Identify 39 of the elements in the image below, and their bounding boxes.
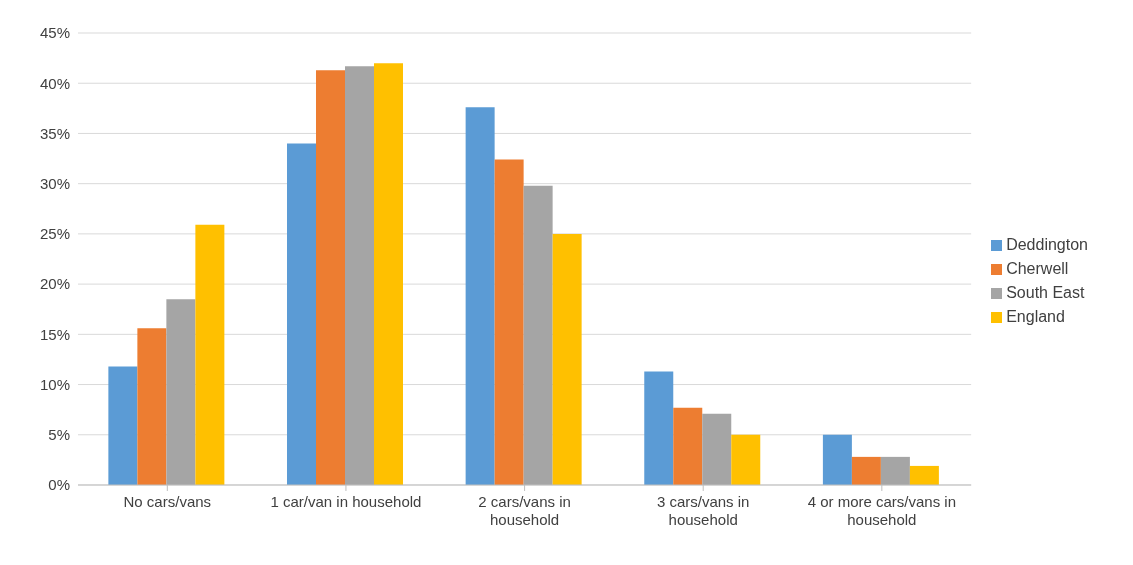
- x-tick-label: 2 cars/vans in household: [478, 493, 571, 528]
- bar: [195, 224, 225, 485]
- bar: [822, 434, 852, 485]
- bar: [374, 63, 403, 485]
- y-tick-label: 20%: [39, 275, 70, 293]
- bar: [465, 107, 495, 485]
- bar: [552, 233, 582, 485]
- y-tick-label: 15%: [39, 325, 70, 343]
- x-tick-label: 1 car/van in household: [270, 493, 422, 510]
- y-tick-label: 10%: [39, 375, 70, 393]
- bar: [851, 456, 881, 485]
- bar: [287, 143, 316, 485]
- bar: [909, 465, 939, 485]
- y-tick-label: 35%: [39, 124, 70, 142]
- y-tick-label: 25%: [39, 225, 70, 243]
- bar: [731, 434, 761, 485]
- bar: [345, 66, 374, 485]
- legend-label: England: [1006, 307, 1065, 325]
- legend-label: South East: [1006, 283, 1085, 301]
- bar: [166, 299, 196, 485]
- bar: [108, 366, 138, 485]
- y-tick-label: 30%: [39, 174, 70, 192]
- x-tick-label: No cars/vans: [123, 493, 212, 510]
- bar: [494, 159, 524, 485]
- bar: [702, 413, 732, 485]
- x-tick-label: 4 or more cars/vans in household: [807, 493, 957, 528]
- bar: [880, 456, 910, 485]
- y-tick-label: 5%: [48, 426, 70, 444]
- y-tick-label: 45%: [39, 24, 70, 42]
- legend-label: Cherwell: [1006, 259, 1069, 277]
- y-tick-label: 40%: [39, 74, 70, 92]
- bar: [137, 328, 167, 485]
- bar: [316, 70, 345, 485]
- bar: [644, 371, 674, 485]
- legend-label: Deddington: [1006, 235, 1088, 253]
- y-tick-label: 0%: [48, 476, 70, 494]
- x-tick-label: 3 cars/vans in household: [656, 493, 750, 528]
- bar: [673, 407, 703, 485]
- bar: [523, 185, 553, 485]
